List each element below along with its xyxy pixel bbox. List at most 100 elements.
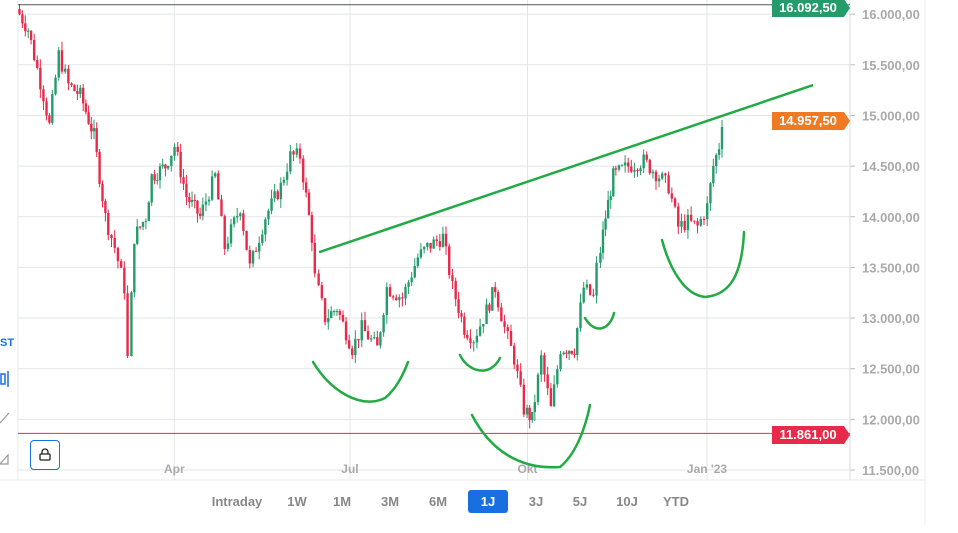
candle-body bbox=[279, 182, 283, 200]
candle-body bbox=[98, 151, 101, 184]
candle-body bbox=[341, 314, 345, 322]
candle-body bbox=[444, 233, 448, 247]
candle-body bbox=[329, 311, 333, 319]
x-tick-label: Jul bbox=[341, 462, 358, 476]
candle-body bbox=[506, 327, 509, 332]
candle-body bbox=[588, 284, 592, 295]
candle-body bbox=[18, 9, 21, 15]
candle-body bbox=[101, 183, 104, 202]
candle-body bbox=[614, 168, 618, 170]
candle-body bbox=[24, 23, 27, 32]
candle-body bbox=[496, 292, 500, 308]
candle-body bbox=[48, 115, 51, 123]
candle-body bbox=[460, 313, 463, 317]
candle-body bbox=[627, 162, 630, 167]
candle-body bbox=[21, 14, 24, 24]
candle-body bbox=[410, 277, 413, 283]
candle-body bbox=[604, 218, 607, 230]
candle-body bbox=[702, 218, 706, 220]
candle-body bbox=[651, 171, 655, 174]
candle-body bbox=[245, 230, 248, 250]
candle-body bbox=[633, 170, 636, 172]
candle-body bbox=[648, 159, 652, 174]
candle-body bbox=[176, 146, 179, 152]
candle-body bbox=[469, 338, 472, 343]
candle-body bbox=[357, 338, 360, 341]
candle-body bbox=[720, 127, 724, 150]
candle-body bbox=[70, 83, 73, 86]
candle-body bbox=[84, 103, 88, 113]
toolbar-st-label[interactable]: ST bbox=[0, 337, 15, 349]
candle-body bbox=[441, 233, 445, 247]
candle-body bbox=[388, 287, 392, 297]
range-1m[interactable]: 1M bbox=[332, 494, 352, 509]
candle-body bbox=[488, 304, 491, 311]
candle-body bbox=[478, 326, 482, 336]
candle-body bbox=[559, 354, 562, 370]
y-tick-label: 16.000,00 bbox=[862, 7, 920, 22]
candle-body bbox=[509, 331, 513, 346]
candle-body bbox=[236, 216, 239, 218]
candle-body bbox=[533, 402, 537, 413]
candle-body bbox=[472, 342, 475, 344]
candle-body bbox=[298, 148, 302, 159]
line-tool-icon[interactable] bbox=[0, 410, 10, 424]
candle-body bbox=[540, 355, 543, 375]
candle-body bbox=[639, 168, 642, 172]
range-10j[interactable]: 10J bbox=[616, 494, 638, 509]
y-tick-label: 15.500,00 bbox=[862, 58, 920, 73]
lock-button[interactable] bbox=[30, 440, 60, 470]
candle-body bbox=[81, 87, 85, 104]
candle-body bbox=[699, 218, 702, 226]
candle-body bbox=[670, 193, 674, 199]
range-1j[interactable]: 1J bbox=[468, 490, 508, 513]
candle-body bbox=[196, 200, 199, 214]
candle-body bbox=[398, 297, 401, 301]
candle-body bbox=[491, 287, 494, 311]
candle-body bbox=[258, 243, 261, 252]
candle-body bbox=[267, 210, 270, 220]
candle-body bbox=[188, 197, 191, 202]
candle-body bbox=[147, 202, 151, 222]
candle-body bbox=[344, 321, 348, 341]
candle-body bbox=[204, 201, 208, 205]
candle-body bbox=[677, 206, 680, 227]
candle-body bbox=[320, 285, 324, 299]
candle-body bbox=[432, 239, 435, 249]
candle-body bbox=[110, 234, 113, 238]
candle-body bbox=[29, 30, 33, 40]
candle-body bbox=[454, 281, 457, 300]
range-intraday[interactable]: Intraday bbox=[211, 494, 263, 509]
range-3j[interactable]: 3J bbox=[528, 494, 544, 509]
candle-body bbox=[519, 371, 522, 385]
candle-body bbox=[87, 112, 90, 124]
candle-body bbox=[79, 87, 82, 95]
candle-body bbox=[654, 171, 658, 182]
candle-body bbox=[282, 179, 286, 183]
candle-type-icon[interactable] bbox=[0, 370, 10, 388]
candle-body bbox=[376, 337, 379, 346]
candle-body bbox=[45, 101, 48, 116]
candle-body bbox=[198, 213, 202, 216]
candle-body bbox=[32, 39, 36, 60]
candle-body bbox=[156, 180, 159, 182]
candle-body bbox=[210, 176, 214, 200]
candle-body bbox=[576, 328, 579, 356]
candle-body bbox=[248, 249, 252, 264]
range-5j[interactable]: 5J bbox=[572, 494, 588, 509]
shape-tool-icon[interactable] bbox=[0, 450, 10, 466]
candle-body bbox=[416, 257, 420, 267]
candle-body bbox=[351, 348, 354, 356]
candles bbox=[18, 3, 724, 429]
range-3m[interactable]: 3M bbox=[380, 494, 400, 509]
range-ytd[interactable]: YTD bbox=[663, 494, 689, 509]
range-1w[interactable]: 1W bbox=[287, 494, 307, 509]
range-6m[interactable]: 6M bbox=[428, 494, 448, 509]
candle-body bbox=[130, 292, 133, 356]
candle-body bbox=[556, 369, 559, 385]
candle-body bbox=[601, 229, 605, 253]
candle-body bbox=[317, 273, 320, 286]
y-tick-label: 14.500,00 bbox=[862, 159, 920, 174]
candle-body bbox=[90, 123, 93, 132]
